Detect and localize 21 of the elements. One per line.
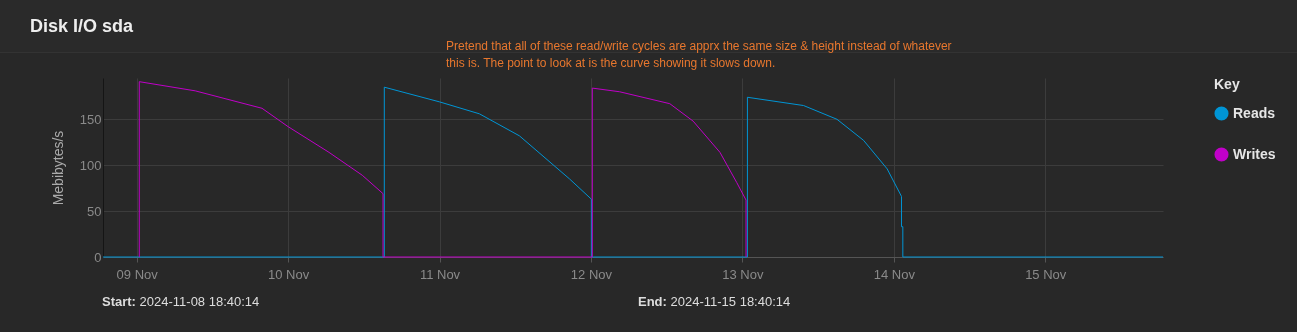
x-tick-label: 15 Nov <box>1025 266 1067 282</box>
x-tick-label: 13 Nov <box>722 266 764 282</box>
line-series <box>102 86 1164 258</box>
x-tick-label: 10 Nov <box>267 266 310 282</box>
text: Pretend that all of these read/write cycles are apprx the same size & height instead of whatever this is. The point to look at is the curve showing it slows down. <box>446 38 953 72</box>
legend-title: Key <box>1214 76 1240 92</box>
legend-label: Reads <box>1233 104 1276 121</box>
y-axis-title: Mebibytes/s <box>49 130 66 206</box>
y-tick-label: 100 <box>79 157 102 173</box>
line-series <box>138 81 747 258</box>
y-tick-label: 0 <box>94 249 102 265</box>
y-tick-label: 150 <box>79 111 102 127</box>
x-tick-label: 11 Nov <box>419 266 461 282</box>
x-tick-label: 12 Nov <box>570 266 613 282</box>
text: Start: 2024-11-08 18:40:14 <box>102 294 260 309</box>
x-tick-label: 09 Nov <box>116 266 159 282</box>
chart-title: Disk I/O sda <box>30 16 134 37</box>
text: End: 2024-11-15 18:40:14 <box>638 294 791 309</box>
x-tick-label: 14 Nov <box>873 266 916 282</box>
y-tick-label: 50 <box>87 203 102 219</box>
legend-label: Writes <box>1233 145 1276 162</box>
